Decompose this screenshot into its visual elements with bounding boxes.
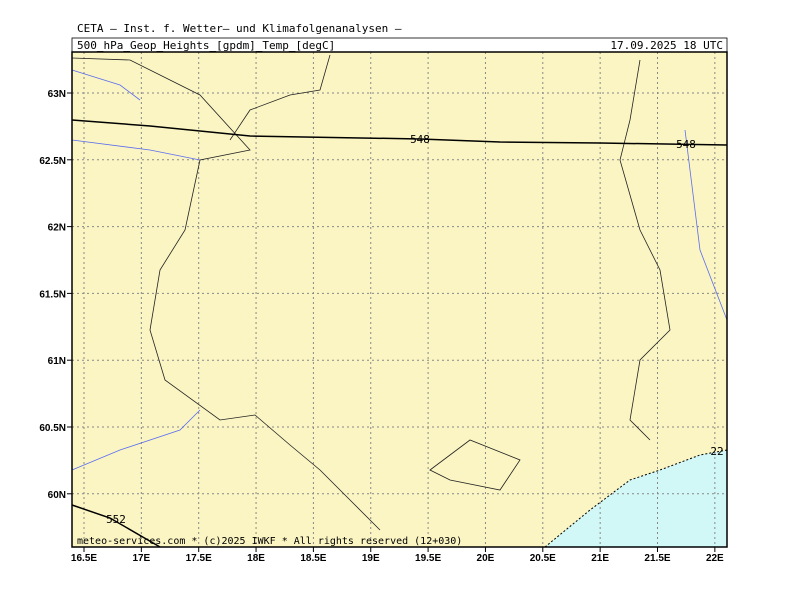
y-tick-label: 60.5N — [39, 423, 66, 434]
x-tick-label: 18.5E — [300, 553, 326, 564]
valid-time: 17.09.2025 18 UTC — [610, 39, 723, 52]
frame — [71, 51, 728, 548]
contour-label: 548 — [676, 138, 696, 151]
border — [544, 449, 728, 548]
x-tick-label: 19E — [362, 553, 380, 564]
land — [72, 52, 727, 547]
x-tick-label: 16.5E — [71, 553, 97, 564]
x-tick-label: 18E — [247, 553, 265, 564]
y-tick-label: 63N — [48, 89, 66, 100]
y-tick-label: 62.5N — [39, 156, 66, 167]
x-tick-label: 20E — [477, 553, 495, 564]
y-tick-label: 60N — [48, 490, 66, 501]
sea — [545, 450, 727, 547]
contour-548 — [71, 119, 728, 146]
title: CETA — Inst. f. Wetter— und Klimafolgena… — [77, 22, 402, 35]
grid — [72, 52, 727, 547]
x-tick-label: 20.5E — [530, 553, 556, 564]
x-tick-label: 17E — [132, 553, 150, 564]
rivers — [71, 69, 728, 471]
y-tick-label: 61.5N — [39, 289, 66, 300]
contour-label: 552 — [106, 513, 126, 526]
x-tick-label: 19.5E — [415, 553, 441, 564]
subtitle: 500_hPa_Geop_Heights_[gpdm]_Temp_[degC] — [77, 39, 335, 52]
x-tick-label: 21.5E — [644, 553, 670, 564]
footer: meteo-services.com * (c)2025 IWKF * All … — [77, 536, 462, 547]
x-tick-label: 22E — [706, 553, 724, 564]
contour-552 — [71, 504, 161, 548]
x-tick-label: 17.5E — [186, 553, 212, 564]
map-area: 548 548 552 22 meteo-services.com * (c)2… — [71, 51, 728, 548]
coastline — [71, 54, 671, 531]
x-tick-label: 21E — [591, 553, 609, 564]
contour-label: 548 — [410, 133, 430, 146]
contour-label: 22 — [710, 445, 723, 458]
y-tick-label: 61N — [48, 356, 66, 367]
y-tick-label: 62N — [48, 223, 66, 234]
